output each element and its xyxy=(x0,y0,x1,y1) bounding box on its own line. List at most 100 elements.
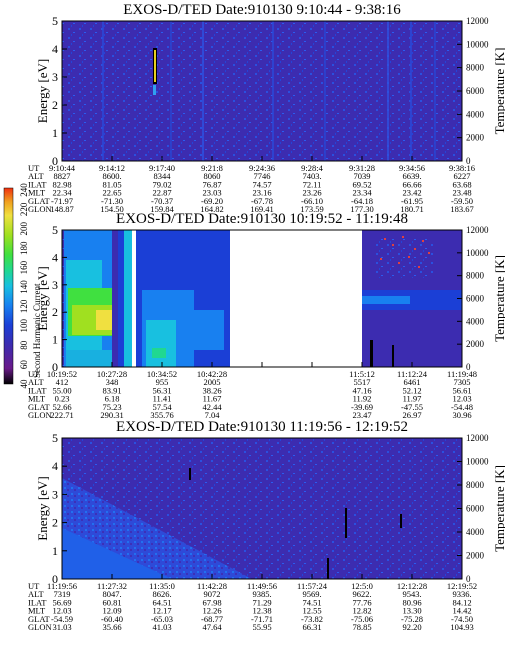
table-cell: -75.28 xyxy=(401,614,423,624)
table-cell: -68.77 xyxy=(201,614,223,624)
table-cell: -74.50 xyxy=(451,614,473,624)
table-cell: 71.29 xyxy=(252,597,271,607)
table-cell: -73.82 xyxy=(301,614,323,624)
chart-title: EXOS-D/TED Date:910130 11:19:56 - 12:19:… xyxy=(116,419,408,435)
table-cell: 57.54 xyxy=(152,402,172,412)
table-cell: 81.05 xyxy=(102,179,121,189)
temperature-point xyxy=(384,238,386,240)
table-cell: -61.95 xyxy=(401,196,423,206)
spectrogram-region xyxy=(132,230,136,367)
table-cell: 183.67 xyxy=(450,204,473,214)
table-cell: 41.03 xyxy=(152,622,171,632)
table-row-header: ALT xyxy=(28,171,45,181)
table-cell: 12:5:0 xyxy=(351,581,373,591)
colorbar-tick-label: 240 xyxy=(19,183,29,197)
table-cell: 9:28:4 xyxy=(301,163,323,173)
temperature-point xyxy=(414,248,416,250)
panel-3: EXOS-D/TED Date:910130 11:19:56 - 12:19:… xyxy=(28,419,505,632)
y2-tick-label: 4000 xyxy=(466,527,485,537)
y2-axis-label: Temperature [K] xyxy=(492,48,505,135)
y2-tick-label: 12000 xyxy=(466,225,489,235)
table-cell: 7305 xyxy=(454,377,471,387)
plot-area xyxy=(62,230,462,367)
table-cell: 82.98 xyxy=(52,179,71,189)
y-tick-label: 2 xyxy=(52,98,58,112)
y2-tick-label: 4000 xyxy=(466,109,485,119)
table-cell: 9336. xyxy=(452,589,471,599)
table-row-header: MLT xyxy=(28,606,46,616)
y2-tick-label: 2000 xyxy=(466,133,485,143)
table-cell: 8626. xyxy=(152,589,171,599)
temperature-point xyxy=(392,244,394,246)
colorbar-ticks: 40 60 80 100 120 140 160 180 200 220 240 xyxy=(19,183,29,389)
spectrogram-region xyxy=(96,310,114,330)
table-cell: 12.55 xyxy=(302,606,321,616)
table-cell: -71.71 xyxy=(251,614,273,624)
y-tick-label: 0 xyxy=(52,154,58,168)
table-cell: -54.48 xyxy=(451,402,473,412)
y2-tick-label: 8000 xyxy=(466,271,485,281)
table-cell: 148.87 xyxy=(50,204,73,214)
colorbar-tick-label: 180 xyxy=(19,241,29,255)
table-cell: 30.96 xyxy=(452,410,471,420)
y-tick-label: 4 xyxy=(52,42,58,56)
table-cell: 55.00 xyxy=(52,385,71,395)
table-cell: 222.71 xyxy=(50,410,73,420)
table-cell: 9:14:12 xyxy=(99,163,125,173)
spectrogram-streak xyxy=(202,21,204,161)
y-tick-label: 0 xyxy=(52,572,58,586)
table-cell: 23.16 xyxy=(252,188,271,198)
table-cell: 60.81 xyxy=(102,597,121,607)
colorbar-tick-label: 40 xyxy=(19,379,29,389)
table-cell: 180.71 xyxy=(400,204,423,214)
table-cell: 78.85 xyxy=(352,622,371,632)
table-cell: 12.17 xyxy=(152,606,171,616)
spectrogram-streak xyxy=(434,21,436,161)
y2-tick-label: 2000 xyxy=(466,339,485,349)
table-cell: 26.97 xyxy=(402,410,421,420)
table-cell: 10:34:52 xyxy=(147,369,177,379)
table-cell: 12.03 xyxy=(52,606,71,616)
temperature-point xyxy=(380,258,382,260)
y2-tick-label: 2000 xyxy=(466,551,485,561)
table-cell: 47.64 xyxy=(202,622,222,632)
table-row-header: ILAT xyxy=(28,385,47,395)
table-cell: 9:21:8 xyxy=(201,163,223,173)
table-cell: 6461 xyxy=(404,377,421,387)
table-cell: 290.31 xyxy=(100,410,123,420)
y2-tick-label: 10000 xyxy=(466,457,489,467)
chart-title: EXOS-D/TED Date:910130 9:10:44 - 9:38:16 xyxy=(123,2,401,18)
table-cell: 52.12 xyxy=(402,385,421,395)
spectrogram-region xyxy=(194,310,224,350)
y-tick-label: 0 xyxy=(52,360,58,374)
y2-tick-label: 10000 xyxy=(466,39,489,49)
table-cell: 69.52 xyxy=(352,179,371,189)
table-cell: 8827 xyxy=(54,171,71,181)
table-cell: 9:10:44 xyxy=(49,163,76,173)
table-cell: 9:38:16 xyxy=(449,163,475,173)
table-cell: 2005 xyxy=(204,377,221,387)
table-cell: 63.68 xyxy=(452,179,471,189)
colorbar-tick-label: 60 xyxy=(19,360,29,370)
y2-tick-label: 6000 xyxy=(466,504,485,514)
table-row-header: ALT xyxy=(28,377,45,387)
table-cell: -69.20 xyxy=(201,196,223,206)
table-cell: 66.66 xyxy=(402,179,421,189)
colorbar-tick-label: 100 xyxy=(19,319,29,333)
table-cell: 8600. xyxy=(102,171,121,181)
table-cell: 412 xyxy=(56,377,69,387)
y2-tick-label: 8000 xyxy=(466,63,485,73)
y-tick-label: 4 xyxy=(52,459,58,473)
y-axis-label: Energy [eV] xyxy=(35,266,50,330)
table-cell: 83.91 xyxy=(102,385,121,395)
table-row-header: UT xyxy=(28,581,40,591)
table-cell: 80.96 xyxy=(402,597,421,607)
y2-axis-label: Temperature [K] xyxy=(492,255,505,342)
table-cell: 8060 xyxy=(204,171,221,181)
plot-area xyxy=(62,438,462,579)
y2-tick-label: 6000 xyxy=(466,86,485,96)
table-cell: -75.06 xyxy=(351,614,373,624)
table-cell: 11:27:32 xyxy=(97,581,127,591)
temperature-point xyxy=(398,262,400,264)
y-tick-label: 3 xyxy=(52,278,58,292)
